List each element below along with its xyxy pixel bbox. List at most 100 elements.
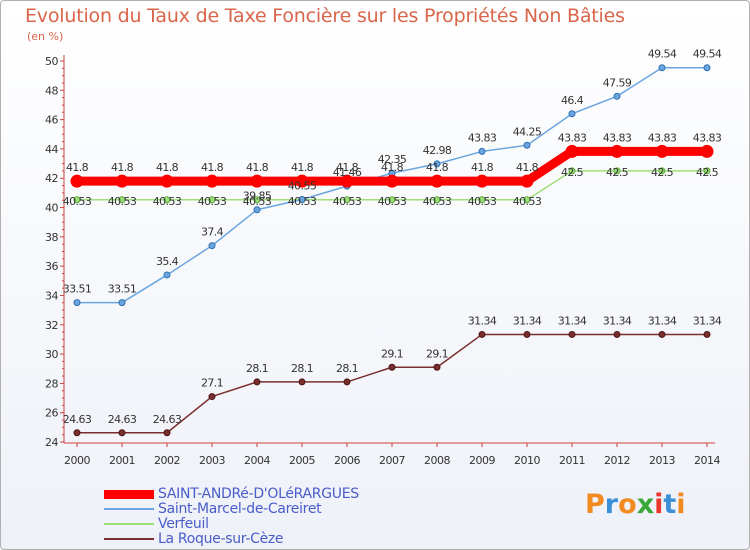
data-point <box>298 195 306 203</box>
legend-swatch <box>104 508 154 510</box>
data-point <box>655 144 669 158</box>
data-label: 42.5 <box>561 166 584 179</box>
data-label: 33.51 <box>108 283 137 296</box>
x-tick-label: 2006 <box>334 454 360 467</box>
data-label: 28.1 <box>246 362 268 375</box>
data-label: 43.83 <box>558 131 587 144</box>
data-point <box>433 160 441 168</box>
data-label: 40.53 <box>513 195 542 208</box>
x-tick-label: 2012 <box>604 454 630 467</box>
data-point <box>430 174 444 188</box>
data-point <box>613 92 621 100</box>
data-label: 41.8 <box>516 161 539 174</box>
y-tick-label: 34 <box>45 289 58 302</box>
data-label: 35.4 <box>156 255 179 268</box>
x-tick-label: 2008 <box>424 454 450 467</box>
y-tick-label: 48 <box>45 84 58 97</box>
data-label: 47.59 <box>603 76 632 89</box>
data-label: 31.34 <box>468 314 497 327</box>
data-label: 31.34 <box>693 314 722 327</box>
logo-letter: P <box>585 489 605 520</box>
data-point <box>475 174 489 188</box>
legend-swatch <box>104 489 154 499</box>
logo-letter: t <box>663 489 677 520</box>
y-tick-label: 44 <box>45 143 58 156</box>
data-label: 29.1 <box>381 347 403 360</box>
data-label: 31.34 <box>513 314 542 327</box>
data-label: 28.1 <box>336 362 358 375</box>
x-tick-label: 2011 <box>559 454 585 467</box>
data-point <box>388 363 396 371</box>
data-label: 41.8 <box>381 161 404 174</box>
data-point <box>658 330 666 338</box>
data-point <box>523 196 531 204</box>
data-point <box>388 196 396 204</box>
data-label: 40.53 <box>108 195 137 208</box>
y-tick-label: 32 <box>45 319 58 332</box>
legend-item: Verfeuil <box>104 516 209 532</box>
data-point <box>613 330 621 338</box>
data-point <box>298 378 306 386</box>
data-label: 41.8 <box>66 161 89 174</box>
y-tick-label: 38 <box>45 231 58 244</box>
data-point <box>295 174 309 188</box>
y-tick-label: 42 <box>45 172 58 185</box>
legend-label: La Roque-sur-Cèze <box>158 531 284 547</box>
data-point <box>523 141 531 149</box>
data-point <box>478 147 486 155</box>
legend-item: SAINT-ANDRé-D'OLéRARGUES <box>104 486 359 502</box>
data-point <box>700 144 714 158</box>
logo-letter: i <box>654 489 664 520</box>
data-label: 29.1 <box>426 347 448 360</box>
data-label: 41.8 <box>201 161 224 174</box>
data-label: 31.34 <box>603 314 632 327</box>
y-tick-label: 30 <box>45 348 58 361</box>
data-point <box>163 271 171 279</box>
x-tick-label: 2009 <box>469 454 495 467</box>
data-label: 24.63 <box>153 413 182 426</box>
data-label: 41.8 <box>471 161 494 174</box>
data-label: 41.8 <box>426 161 449 174</box>
data-point <box>703 64 711 72</box>
data-label: 27.1 <box>201 377 223 390</box>
data-point <box>208 393 216 401</box>
x-tick-label: 2002 <box>154 454 180 467</box>
data-point <box>73 196 81 204</box>
data-label: 40.53 <box>198 195 227 208</box>
data-point <box>160 174 174 188</box>
legend-label: SAINT-ANDRé-D'OLéRARGUES <box>158 486 359 502</box>
data-label: 49.54 <box>693 48 722 61</box>
x-tick-label: 2014 <box>694 454 720 467</box>
data-label: 41.46 <box>333 166 362 179</box>
data-point <box>118 299 126 307</box>
data-point <box>70 174 84 188</box>
data-label: 41.8 <box>156 161 179 174</box>
data-point <box>208 242 216 250</box>
data-point <box>163 429 171 437</box>
data-point <box>565 144 579 158</box>
data-label: 42.35 <box>378 153 407 166</box>
data-point <box>253 196 261 204</box>
y-tick-label: 50 <box>45 55 58 68</box>
logo-letter: x <box>636 489 655 520</box>
data-point <box>118 429 126 437</box>
data-point <box>343 196 351 204</box>
data-label: 28.1 <box>291 362 313 375</box>
data-point <box>163 196 171 204</box>
x-tick-label: 2004 <box>244 454 270 467</box>
data-label: 42.5 <box>696 166 719 179</box>
data-label: 42.5 <box>651 166 674 179</box>
x-tick-label: 2000 <box>64 454 90 467</box>
data-label: 41.8 <box>336 161 359 174</box>
data-point <box>703 330 711 338</box>
data-label: 41.8 <box>291 161 314 174</box>
proxiti-logo: Proxiti <box>585 489 686 520</box>
data-point <box>478 196 486 204</box>
data-point <box>613 167 621 175</box>
data-point <box>73 429 81 437</box>
data-point <box>568 110 576 118</box>
data-label: 40.53 <box>468 195 497 208</box>
data-point <box>658 64 666 72</box>
